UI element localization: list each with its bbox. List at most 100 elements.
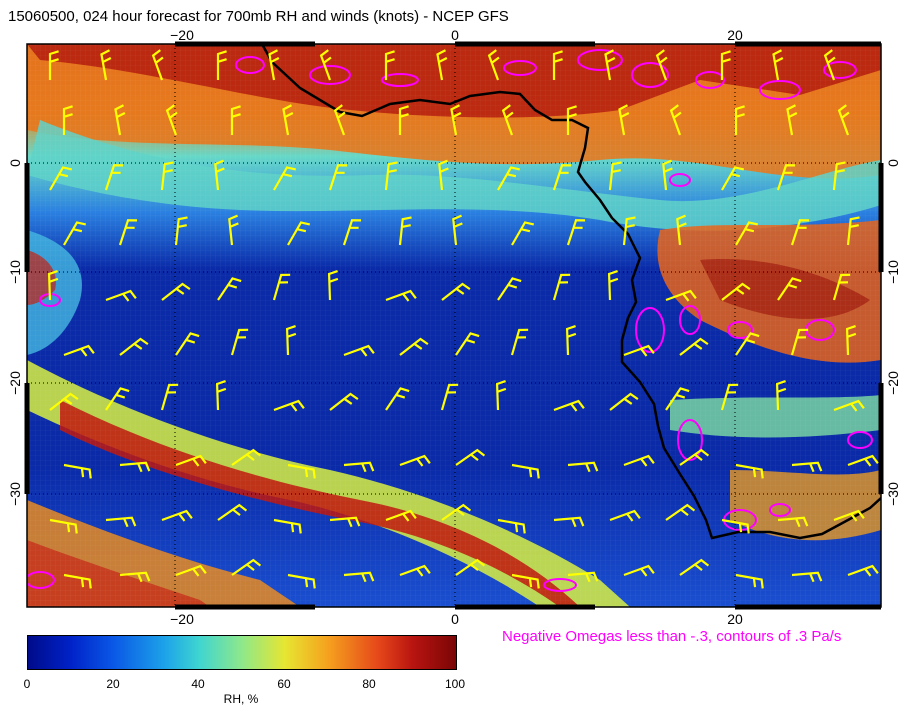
wind-barb — [669, 104, 682, 136]
wind-barb — [215, 380, 227, 411]
wind-barb — [287, 463, 316, 479]
wind-barb — [455, 332, 480, 356]
wind-barb — [776, 164, 796, 191]
wind-barb — [623, 564, 655, 577]
wind-barb — [49, 166, 73, 191]
wind-barb — [845, 325, 857, 356]
y-tick-right: 0 — [885, 159, 901, 167]
coastline — [260, 44, 881, 540]
wind-barb — [623, 454, 655, 467]
wind-barb — [455, 558, 486, 576]
wind-barb — [399, 337, 429, 356]
wind-barb — [655, 49, 668, 81]
wind-barb — [497, 518, 526, 534]
wind-barb — [160, 383, 179, 411]
wind-barb — [161, 509, 193, 522]
wind-barb — [623, 344, 655, 357]
wind-barb — [618, 104, 630, 136]
map-field — [27, 44, 881, 607]
wind-barb — [230, 328, 249, 356]
wind-barb — [679, 448, 710, 466]
wind-barb — [114, 104, 126, 136]
wind-barb — [118, 219, 138, 246]
wind-barb — [119, 461, 151, 473]
wind-barb — [679, 337, 709, 356]
wind-barb — [791, 461, 823, 473]
wind-barb — [566, 105, 577, 135]
wind-barb — [790, 328, 809, 356]
wind-barb — [772, 49, 784, 81]
omega-contours — [27, 49, 873, 592]
wind-barb — [791, 571, 823, 583]
wind-barb — [343, 344, 375, 357]
x-tick-bottom: −20 — [170, 611, 194, 627]
wind-barb — [151, 49, 164, 81]
wind-barb — [487, 49, 500, 81]
wind-barb — [231, 558, 262, 576]
wind-barb — [552, 164, 572, 191]
wind-barb — [384, 161, 398, 191]
wind-barb — [63, 344, 95, 357]
map-title: 15060500, 024 hour forecast for 700mb RH… — [8, 8, 509, 25]
wind-barb — [607, 270, 619, 301]
y-tick-left: 0 — [7, 159, 23, 167]
colorbar-tick: 100 — [444, 677, 466, 691]
wind-barb — [837, 104, 850, 136]
wind-barb — [385, 387, 410, 411]
wind-barb — [119, 571, 151, 583]
wind-barb — [272, 273, 291, 301]
wind-barb — [398, 105, 409, 135]
wind-barb — [282, 104, 294, 136]
wind-barb — [228, 214, 239, 246]
wind-barb — [438, 159, 449, 191]
wind-barb — [440, 383, 459, 411]
colorbar-label: RH, % — [223, 692, 259, 706]
y-tick-left: −10 — [7, 260, 23, 284]
wind-barb — [567, 571, 599, 583]
x-tick-bottom: 20 — [727, 611, 743, 627]
wind-barb — [175, 332, 200, 356]
colorbar-tick: 80 — [362, 677, 376, 691]
wind-barb — [48, 50, 59, 80]
wind-barb — [665, 387, 690, 411]
wind-barb — [846, 216, 860, 246]
wind-barb — [676, 214, 687, 246]
y-tick-left: −30 — [7, 482, 23, 506]
wind-barb — [662, 159, 673, 191]
wind-barb — [777, 516, 809, 528]
wind-barb — [49, 392, 79, 411]
wind-barb — [823, 49, 836, 81]
wind-barb — [847, 454, 879, 467]
wind-barb — [608, 161, 622, 191]
wind-barb — [455, 448, 486, 466]
wind-barb — [119, 337, 149, 356]
wind-barb — [384, 50, 395, 80]
wind-barb — [217, 503, 248, 521]
wind-barb — [679, 558, 710, 576]
wind-barb — [273, 399, 305, 412]
wind-barb — [62, 105, 73, 135]
wind-barb — [287, 573, 316, 589]
wind-barb — [735, 221, 759, 246]
wind-barb — [343, 461, 375, 473]
map-frame — [26, 43, 882, 608]
y-tick-right: −10 — [885, 260, 901, 284]
y-tick-right: −20 — [885, 371, 901, 395]
wind-barb — [665, 289, 697, 302]
wind-barb — [214, 159, 225, 191]
wind-barb — [63, 573, 92, 589]
wind-barb — [609, 392, 639, 411]
colorbar-tick: 20 — [106, 677, 120, 691]
wind-barb — [105, 289, 137, 302]
wind-barb — [735, 463, 764, 479]
wind-barb — [721, 282, 751, 301]
wind-barb — [510, 328, 529, 356]
wind-barb — [343, 571, 375, 583]
x-tick-top: 0 — [451, 27, 459, 43]
colorbar-tick: 60 — [277, 677, 291, 691]
wind-barb — [436, 49, 448, 81]
wind-barb — [385, 509, 417, 522]
x-tick-top: −20 — [170, 27, 194, 43]
wind-barb — [441, 282, 471, 301]
